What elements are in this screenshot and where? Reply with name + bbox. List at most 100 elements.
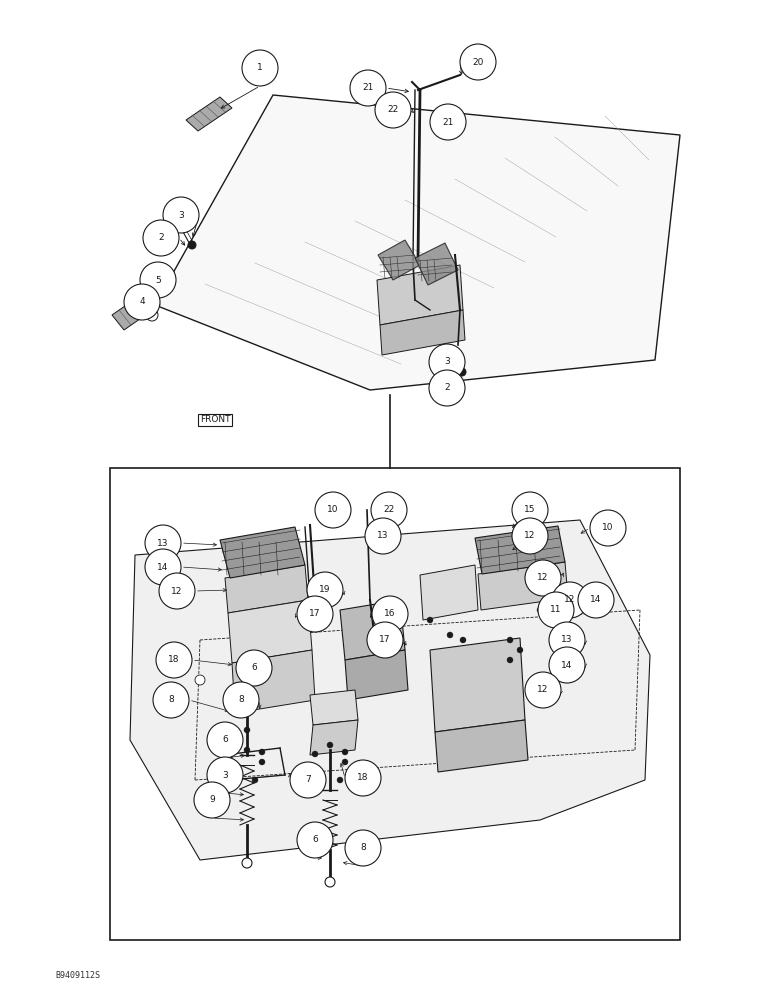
Circle shape xyxy=(244,747,250,753)
Circle shape xyxy=(236,650,272,686)
Polygon shape xyxy=(228,600,312,663)
Text: 16: 16 xyxy=(384,609,396,618)
Polygon shape xyxy=(380,310,465,355)
Text: 15: 15 xyxy=(524,505,536,514)
Circle shape xyxy=(297,596,333,632)
Text: 21: 21 xyxy=(362,83,374,92)
Polygon shape xyxy=(232,650,315,713)
Polygon shape xyxy=(420,565,478,620)
Text: 13: 13 xyxy=(378,531,389,540)
Polygon shape xyxy=(430,638,525,732)
Circle shape xyxy=(163,197,199,233)
Text: 14: 14 xyxy=(591,595,601,604)
Circle shape xyxy=(140,262,176,298)
Circle shape xyxy=(590,510,626,546)
Circle shape xyxy=(549,647,585,683)
Polygon shape xyxy=(475,526,565,574)
Text: 1: 1 xyxy=(257,64,263,73)
Circle shape xyxy=(297,822,333,858)
Circle shape xyxy=(430,104,466,140)
Circle shape xyxy=(538,592,574,628)
Circle shape xyxy=(371,492,407,528)
Text: 12: 12 xyxy=(537,574,549,582)
Circle shape xyxy=(525,672,561,708)
Text: 8: 8 xyxy=(168,696,174,704)
Circle shape xyxy=(252,777,258,783)
Circle shape xyxy=(327,742,333,748)
Circle shape xyxy=(223,682,259,718)
Polygon shape xyxy=(377,265,463,325)
Text: 10: 10 xyxy=(602,524,614,532)
Circle shape xyxy=(242,858,252,868)
Circle shape xyxy=(156,642,192,678)
Circle shape xyxy=(365,518,401,554)
Circle shape xyxy=(143,220,179,256)
Text: 12: 12 xyxy=(171,586,183,595)
Text: 12: 12 xyxy=(524,531,536,540)
Text: 18: 18 xyxy=(357,774,369,782)
Circle shape xyxy=(307,572,343,608)
Circle shape xyxy=(427,617,433,623)
Circle shape xyxy=(517,647,523,653)
Text: 22: 22 xyxy=(384,505,394,514)
Circle shape xyxy=(259,759,265,765)
Polygon shape xyxy=(435,720,528,772)
Polygon shape xyxy=(340,600,405,660)
Circle shape xyxy=(537,607,543,613)
Text: 3: 3 xyxy=(444,358,450,366)
Text: 19: 19 xyxy=(320,586,330,594)
Text: 3: 3 xyxy=(222,770,228,780)
Text: 5: 5 xyxy=(155,276,161,285)
Polygon shape xyxy=(155,95,680,390)
Text: 8: 8 xyxy=(360,844,366,852)
Circle shape xyxy=(194,782,230,818)
Text: 6: 6 xyxy=(312,836,318,844)
Polygon shape xyxy=(310,720,358,755)
Circle shape xyxy=(242,50,278,86)
Circle shape xyxy=(549,622,585,658)
Polygon shape xyxy=(378,240,420,280)
Circle shape xyxy=(342,759,348,765)
Text: 9: 9 xyxy=(209,796,215,804)
Circle shape xyxy=(259,749,265,755)
Polygon shape xyxy=(110,468,680,940)
Polygon shape xyxy=(220,527,305,578)
Circle shape xyxy=(207,757,243,793)
Circle shape xyxy=(429,344,465,380)
Polygon shape xyxy=(225,565,308,613)
Text: 6: 6 xyxy=(251,664,257,672)
Circle shape xyxy=(460,637,466,643)
Text: 13: 13 xyxy=(157,538,169,548)
Text: 22: 22 xyxy=(388,105,398,114)
Circle shape xyxy=(550,589,556,595)
Text: 14: 14 xyxy=(157,562,169,572)
Circle shape xyxy=(140,292,156,308)
Circle shape xyxy=(372,596,408,632)
Text: 18: 18 xyxy=(168,656,180,664)
Circle shape xyxy=(512,492,548,528)
Circle shape xyxy=(195,675,205,685)
Circle shape xyxy=(207,722,243,758)
Text: 2: 2 xyxy=(444,383,450,392)
Circle shape xyxy=(447,632,453,638)
Text: 21: 21 xyxy=(442,118,454,127)
Circle shape xyxy=(507,637,513,643)
Polygon shape xyxy=(130,520,650,860)
Text: 17: 17 xyxy=(310,609,320,618)
Circle shape xyxy=(460,44,496,80)
Text: 6: 6 xyxy=(222,736,228,744)
Circle shape xyxy=(159,573,195,609)
Text: 4: 4 xyxy=(139,298,145,306)
Circle shape xyxy=(124,284,160,320)
Circle shape xyxy=(188,241,196,249)
Text: 17: 17 xyxy=(379,636,391,645)
Text: 2: 2 xyxy=(158,233,164,242)
Circle shape xyxy=(552,582,588,618)
Text: 13: 13 xyxy=(561,636,573,645)
Text: 7: 7 xyxy=(305,776,311,784)
Circle shape xyxy=(145,549,181,585)
Text: 14: 14 xyxy=(561,660,573,670)
Text: 3: 3 xyxy=(178,211,184,220)
Circle shape xyxy=(507,657,513,663)
Circle shape xyxy=(315,492,351,528)
